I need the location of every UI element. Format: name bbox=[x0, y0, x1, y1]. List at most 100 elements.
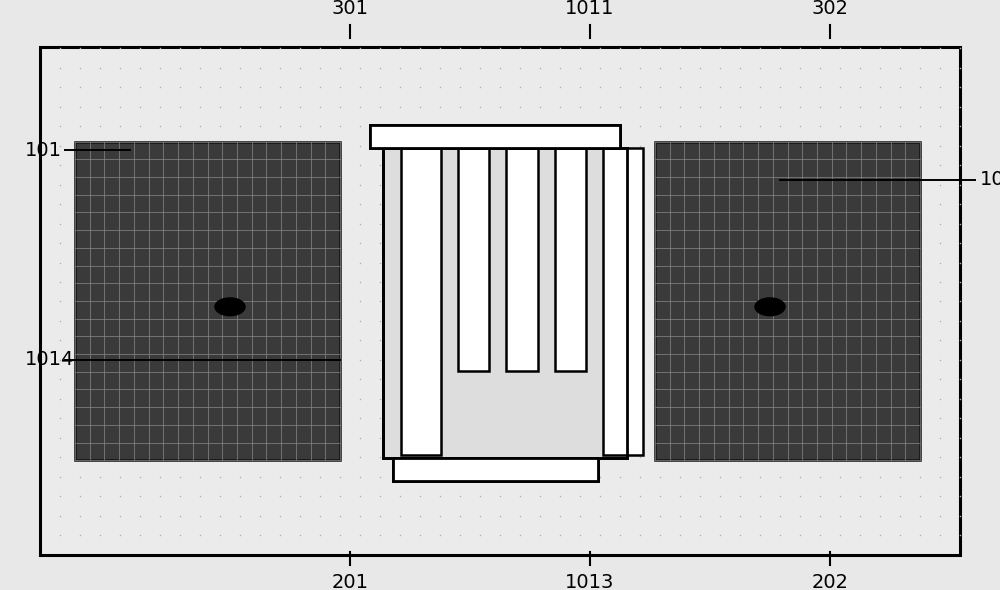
Point bbox=[712, 83, 728, 92]
Point bbox=[232, 394, 248, 404]
Point bbox=[412, 83, 428, 92]
Point bbox=[892, 433, 908, 442]
Point bbox=[652, 491, 668, 501]
Point bbox=[612, 141, 628, 150]
Point bbox=[212, 180, 228, 189]
Point bbox=[832, 199, 848, 209]
Point bbox=[932, 472, 948, 481]
Point bbox=[252, 355, 268, 365]
Point bbox=[112, 297, 128, 306]
Point bbox=[312, 414, 328, 423]
Point bbox=[572, 394, 588, 404]
Point bbox=[532, 375, 548, 384]
Point bbox=[852, 102, 868, 112]
Point bbox=[612, 530, 628, 540]
Point bbox=[512, 199, 528, 209]
Point bbox=[612, 83, 628, 92]
Point bbox=[752, 180, 768, 189]
Point bbox=[552, 141, 568, 150]
Point bbox=[812, 258, 828, 267]
Point bbox=[552, 511, 568, 520]
Point bbox=[472, 44, 488, 53]
Point bbox=[152, 394, 168, 404]
Bar bbox=[555, 148, 586, 371]
Point bbox=[292, 219, 308, 228]
Point bbox=[392, 219, 408, 228]
Point bbox=[732, 83, 748, 92]
Point bbox=[712, 375, 728, 384]
Point bbox=[632, 375, 648, 384]
Point bbox=[52, 414, 68, 423]
Point bbox=[452, 414, 468, 423]
Point bbox=[692, 375, 708, 384]
Point bbox=[192, 180, 208, 189]
Point bbox=[712, 414, 728, 423]
Point bbox=[912, 414, 928, 423]
Point bbox=[852, 414, 868, 423]
Point bbox=[292, 83, 308, 92]
Point bbox=[572, 219, 588, 228]
Point bbox=[772, 491, 788, 501]
Point bbox=[752, 141, 768, 150]
Point bbox=[592, 219, 608, 228]
Point bbox=[752, 160, 768, 170]
Point bbox=[612, 258, 628, 267]
Point bbox=[452, 472, 468, 481]
Point bbox=[52, 453, 68, 462]
Point bbox=[272, 122, 288, 131]
Point bbox=[252, 160, 268, 170]
Point bbox=[72, 238, 88, 248]
Point bbox=[692, 297, 708, 306]
Point bbox=[412, 472, 428, 481]
Point bbox=[432, 122, 448, 131]
Point bbox=[852, 160, 868, 170]
Point bbox=[152, 122, 168, 131]
Point bbox=[252, 102, 268, 112]
Point bbox=[392, 160, 408, 170]
Point bbox=[472, 530, 488, 540]
Point bbox=[912, 83, 928, 92]
Point bbox=[592, 102, 608, 112]
Point bbox=[712, 238, 728, 248]
Point bbox=[272, 219, 288, 228]
Point bbox=[72, 160, 88, 170]
Point bbox=[672, 491, 688, 501]
Point bbox=[312, 258, 328, 267]
Point bbox=[532, 63, 548, 73]
Point bbox=[472, 122, 488, 131]
Point bbox=[552, 63, 568, 73]
Point bbox=[92, 453, 108, 462]
Point bbox=[952, 414, 968, 423]
Point bbox=[612, 355, 628, 365]
Point bbox=[912, 375, 928, 384]
Point bbox=[52, 355, 68, 365]
Point bbox=[312, 180, 328, 189]
Point bbox=[572, 511, 588, 520]
Point bbox=[952, 44, 968, 53]
Point bbox=[812, 238, 828, 248]
Point bbox=[452, 316, 468, 326]
Point bbox=[452, 219, 468, 228]
Point bbox=[72, 414, 88, 423]
Point bbox=[232, 141, 248, 150]
Point bbox=[112, 102, 128, 112]
Point bbox=[752, 122, 768, 131]
Point bbox=[792, 433, 808, 442]
Point bbox=[92, 316, 108, 326]
Point bbox=[612, 102, 628, 112]
Point bbox=[932, 355, 948, 365]
Point bbox=[592, 199, 608, 209]
Point bbox=[92, 199, 108, 209]
Point bbox=[112, 433, 128, 442]
Point bbox=[552, 375, 568, 384]
Point bbox=[952, 258, 968, 267]
Point bbox=[112, 83, 128, 92]
Point bbox=[952, 472, 968, 481]
Point bbox=[732, 63, 748, 73]
Point bbox=[152, 336, 168, 345]
Point bbox=[872, 199, 888, 209]
Point bbox=[632, 199, 648, 209]
Point bbox=[652, 141, 668, 150]
Point bbox=[732, 355, 748, 365]
Point bbox=[772, 375, 788, 384]
